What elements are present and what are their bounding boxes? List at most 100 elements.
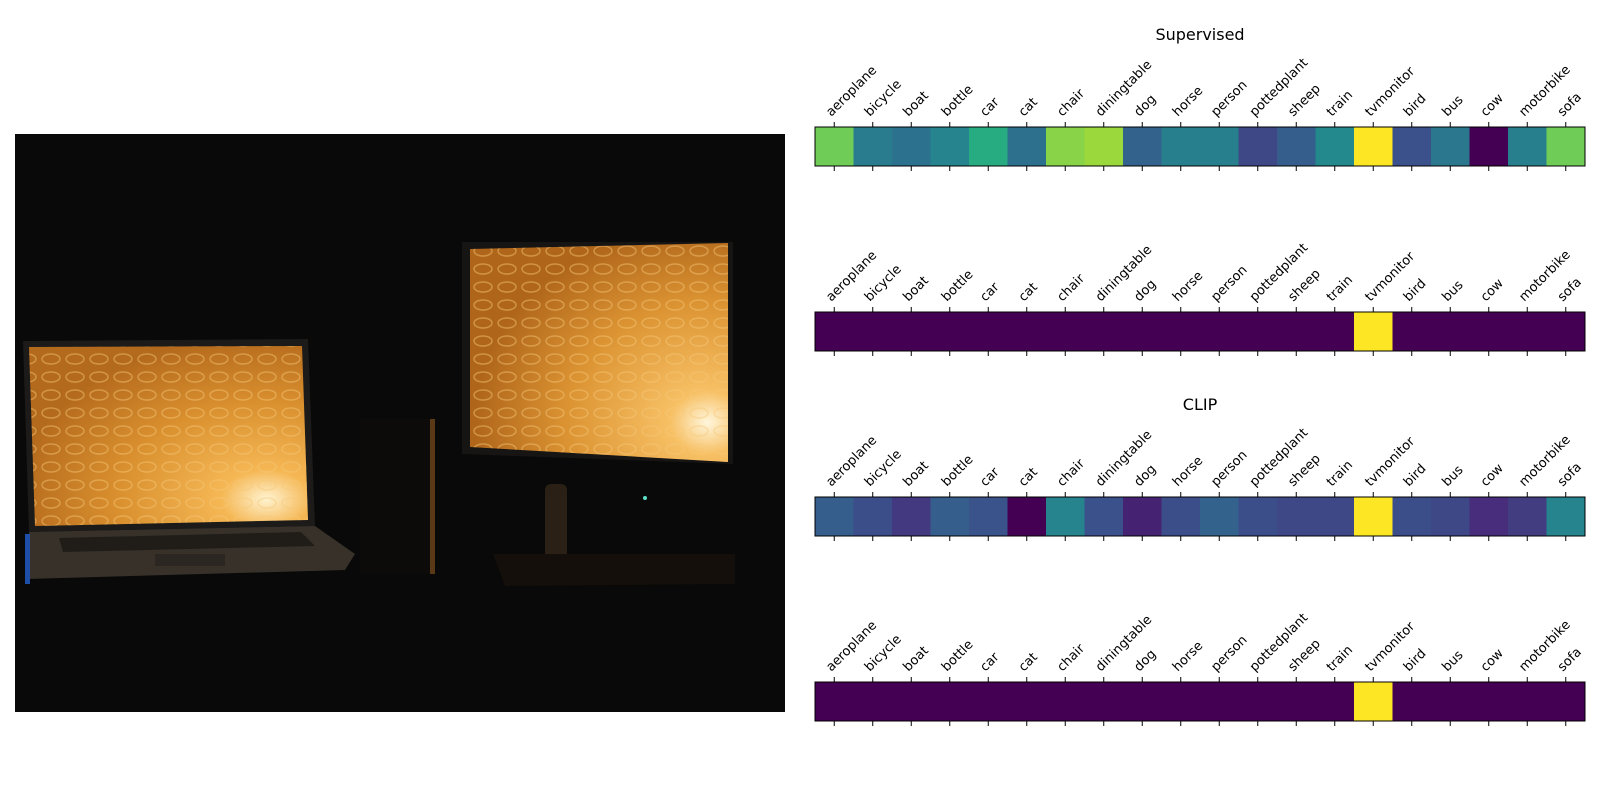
tick-label: train: [1324, 643, 1356, 675]
tick-label: bus: [1439, 648, 1466, 675]
heatmap-frame: [814, 311, 1586, 352]
tick-label: cat: [1016, 280, 1041, 305]
heatmap-frame: [814, 496, 1586, 537]
heatmap-cell: [1354, 682, 1393, 721]
heatmap-cell: [1238, 497, 1278, 536]
heatmap-cell: [1007, 682, 1047, 721]
tick-label: horse: [1170, 454, 1206, 490]
heatmap-frame: [814, 681, 1586, 722]
heatmap-cell: [1084, 312, 1124, 351]
heatmap-cell: [815, 497, 854, 536]
heatmap-cell: [1469, 127, 1509, 166]
tick-label: bus: [1439, 93, 1466, 120]
heatmap-cell: [1469, 312, 1509, 351]
tick-label: bottle: [939, 452, 976, 489]
tick-label: bottle: [939, 637, 976, 674]
heatmap-cell: [1084, 682, 1124, 721]
tick-label: chair: [1054, 641, 1088, 675]
tick-label: person: [1208, 633, 1250, 675]
heatmap-cell: [1392, 127, 1432, 166]
tick-label: sheep: [1285, 266, 1323, 304]
heatmap-cell: [815, 127, 854, 166]
tick-label: bottle: [939, 82, 976, 119]
tick-label: bus: [1439, 278, 1466, 305]
heatmap-cell: [1354, 497, 1393, 536]
tick-label: cow: [1478, 646, 1507, 675]
heatmap-title: CLIP: [1183, 395, 1218, 414]
heatmap-cell: [1469, 497, 1509, 536]
tick-label: train: [1324, 458, 1356, 490]
heatmap-cell: [815, 682, 854, 721]
heatmap-cell: [1508, 497, 1547, 536]
heatmap-cell: [1161, 497, 1201, 536]
tick-label: sofa: [1555, 645, 1585, 675]
tick-label: bird: [1401, 276, 1429, 304]
heatmap-cell: [1392, 497, 1432, 536]
heatmap-cell: [1508, 682, 1547, 721]
heatmap-cell: [930, 127, 970, 166]
heatmap-cell: [1123, 497, 1162, 536]
tick-label: cat: [1016, 465, 1041, 490]
tick-label: cow: [1478, 276, 1507, 305]
heatmap-title: Supervised: [1155, 25, 1244, 44]
heatmap-cell: [1315, 312, 1355, 351]
tick-label: bird: [1401, 461, 1429, 489]
heatmap-cell: [1277, 312, 1316, 351]
heatmap-cell: [1546, 497, 1586, 536]
heatmap-cell: [1007, 312, 1047, 351]
tick-label: car: [977, 649, 1003, 675]
heatmap-cell: [1508, 127, 1547, 166]
heatmap-cell: [1046, 312, 1085, 351]
heatmap-cell: [853, 682, 893, 721]
heatmap-cell: [892, 127, 931, 166]
laptop: [23, 339, 355, 579]
tick-label: bird: [1401, 91, 1429, 119]
heatmap-cell: [1084, 497, 1124, 536]
tick-label: cat: [1016, 650, 1041, 675]
heatmap-cell: [1431, 312, 1470, 351]
input-photo: [15, 134, 785, 712]
heatmap-cell: [930, 312, 970, 351]
heatmap-cell: [1315, 127, 1355, 166]
heatmap-cell: [853, 127, 893, 166]
monitor-screen: [462, 242, 733, 464]
heatmap-cell: [1469, 682, 1509, 721]
tick-label: person: [1208, 448, 1250, 490]
tick-label: bird: [1401, 646, 1429, 674]
tick-label: bus: [1439, 463, 1466, 490]
heatmap-cell: [892, 497, 931, 536]
heatmap-cell: [1546, 127, 1586, 166]
heatmap-cell: [1315, 682, 1355, 721]
heatmap-cell: [1431, 682, 1470, 721]
heatmap-cell: [1238, 682, 1278, 721]
heatmap-cell: [1123, 127, 1162, 166]
tick-label: car: [977, 464, 1003, 490]
heatmap-cell: [969, 127, 1008, 166]
tick-label: chair: [1054, 86, 1088, 120]
heatmap-cell: [1277, 682, 1316, 721]
heatmap-cell: [1431, 127, 1470, 166]
heatmap-cell: [1123, 682, 1162, 721]
heatmap-cell: [930, 682, 970, 721]
tick-label: car: [977, 94, 1003, 120]
tick-label: boat: [900, 89, 931, 120]
heatmap-cell: [853, 312, 893, 351]
heatmap-cell: [1123, 312, 1162, 351]
heatmap-cell: [1161, 312, 1201, 351]
heatmap-cell: [853, 497, 893, 536]
tick-label: chair: [1054, 456, 1088, 490]
heatmap-cell: [1046, 497, 1085, 536]
heatmap-cell: [1007, 127, 1047, 166]
heatmap-cell: [1200, 497, 1239, 536]
heatmap-cell: [1200, 312, 1239, 351]
tick-label: sheep: [1285, 636, 1323, 674]
tick-label: dog: [1131, 462, 1159, 490]
heatmap-cell: [1161, 682, 1201, 721]
tick-label: sofa: [1555, 90, 1585, 120]
heatmap-cell: [1546, 312, 1586, 351]
tick-label: cow: [1478, 461, 1507, 490]
tick-label: boat: [900, 459, 931, 490]
